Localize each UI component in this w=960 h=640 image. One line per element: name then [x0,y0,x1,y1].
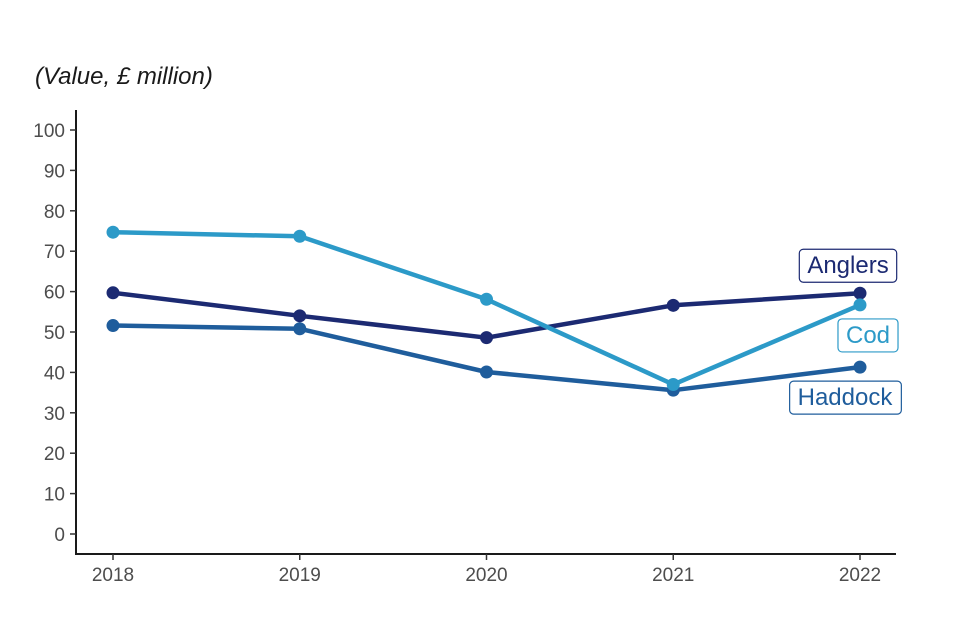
data-point-cod [106,225,120,239]
data-point-haddock [106,319,120,333]
data-point-anglers [666,298,680,312]
data-point-haddock [480,365,493,379]
data-point-anglers [480,331,493,345]
data-point-cod [666,378,680,392]
x-axis-ticks: 2018 2019 2020 2021 2022 [92,554,881,586]
y-axis-label: (Value, £ million) [35,63,213,90]
series-label-box [789,380,902,415]
x-tick-label: 2020 [465,565,507,586]
data-point-cod [480,292,493,306]
x-tick-label: 2018 [92,565,134,586]
data-point-cod [853,298,867,312]
data-point-anglers [853,286,867,300]
y-tick-label: 0 [54,525,65,546]
series-label-anglers: Anglers [798,248,898,283]
y-tick-label: 70 [44,242,65,263]
series-labels: Anglers Cod Haddock [789,248,902,415]
y-tick-label: 30 [44,404,65,425]
y-tick-label: 60 [44,283,65,304]
y-tick-label: 100 [33,121,65,142]
y-tick-label: 10 [44,485,65,506]
data-point-cod [293,229,307,243]
y-axis-ticks: 0 10 20 30 40 50 60 70 80 90 100 [33,121,76,546]
data-point-anglers [293,309,307,323]
series-label-haddock: Haddock [789,380,902,415]
x-tick-label: 2022 [839,565,881,586]
y-tick-label: 40 [44,363,65,384]
y-tick-label: 80 [44,202,65,223]
x-tick-label: 2019 [279,565,321,586]
series-label-box [837,318,899,353]
series-label-box [798,248,898,283]
series-label-cod: Cod [837,318,899,353]
series-label-text: Anglers [807,252,888,279]
series-points [106,225,867,397]
series-label-text: Cod [846,322,890,349]
data-point-haddock [293,322,307,336]
y-tick-label: 20 [44,444,65,465]
y-tick-label: 90 [44,161,65,182]
data-point-haddock [853,360,867,374]
x-tick-label: 2021 [652,565,694,586]
series-label-text: Haddock [798,384,894,411]
data-point-anglers [106,286,120,300]
y-tick-label: 50 [44,323,65,344]
